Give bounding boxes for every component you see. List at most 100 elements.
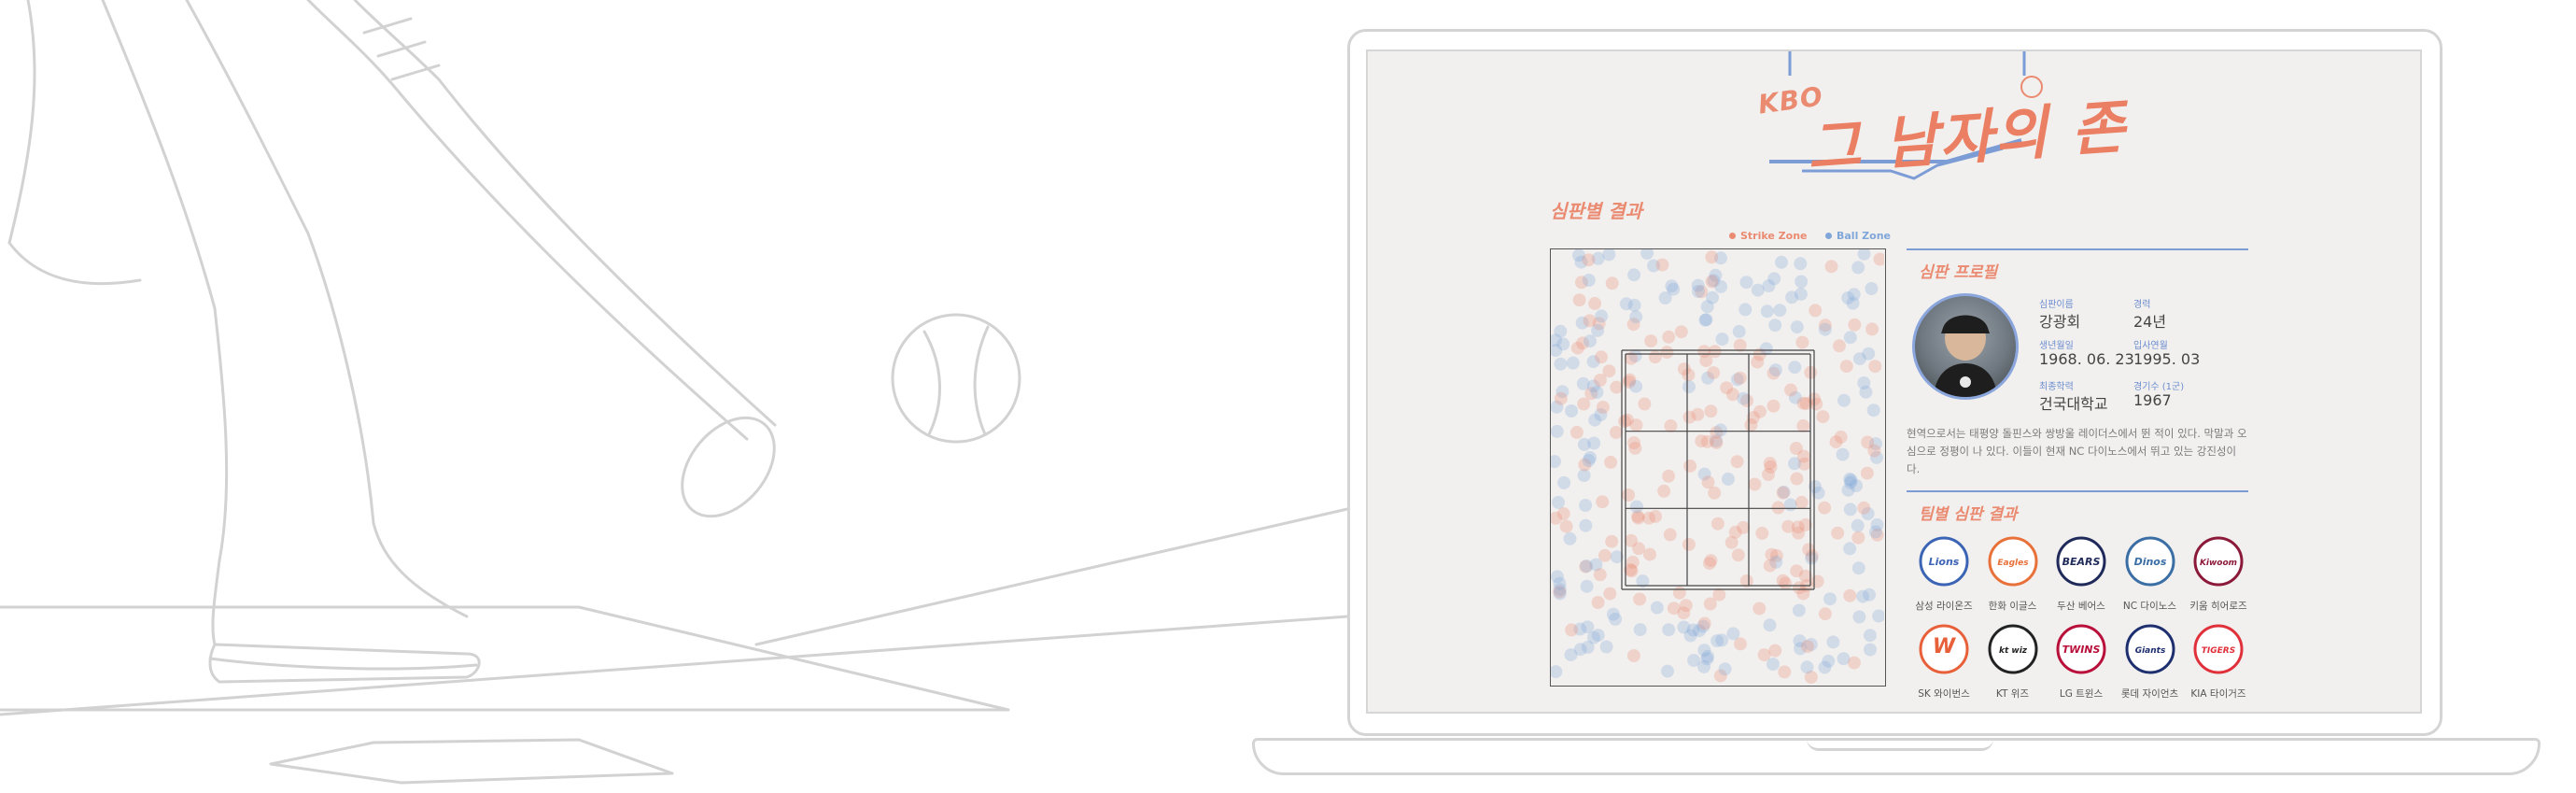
- bat-grip: [362, 17, 441, 81]
- ball-pitch-dot: [1841, 483, 1855, 497]
- team-item[interactable]: TWINS LG 트윈스: [2048, 623, 2115, 701]
- strike-pitch-dot: [1604, 455, 1618, 469]
- ball-pitch-dot: [1846, 296, 1860, 310]
- ball-pitch-dot: [1700, 300, 1714, 314]
- team-logo-text: Dinos: [2133, 556, 2166, 568]
- ball-pitch-dot: [1586, 355, 1600, 369]
- strike-pitch-dot: [1627, 436, 1641, 449]
- shoe-sole: [208, 657, 478, 671]
- ball-pitch-dot: [1572, 248, 1585, 262]
- teams-rule: [1907, 490, 2248, 492]
- team-item[interactable]: W SK 와이번스: [1910, 623, 1978, 701]
- team-logo-icon: TWINS: [2056, 624, 2106, 674]
- team-item[interactable]: Eagles 한화 이글스: [1979, 535, 2047, 613]
- team-logo-icon: kt wiz: [1988, 624, 2037, 674]
- strike-pitch-dot: [1737, 520, 1751, 534]
- strike-pitch-dot: [1605, 534, 1619, 548]
- team-item[interactable]: TIGERS KIA 타이거즈: [2185, 623, 2252, 701]
- strike-pitch-dot: [1818, 501, 1832, 515]
- strike-pitch-dot: [1625, 533, 1638, 547]
- strike-pitch-dot: [1577, 397, 1591, 411]
- strike-pitch-dot: [1776, 574, 1790, 588]
- team-item[interactable]: BEARS 두산 베어스: [2048, 535, 2115, 613]
- strike-pitch-dot: [1791, 520, 1805, 534]
- strike-pitch-dot: [1848, 318, 1862, 332]
- ball-pitch-dot: [1763, 618, 1777, 632]
- strike-pitch-dot: [1631, 509, 1645, 523]
- ground-line: [754, 507, 1349, 646]
- strike-pitch-dot: [1660, 346, 1674, 360]
- ball-pitch-dot: [1709, 268, 1723, 282]
- ball-pitch-dot: [1575, 316, 1589, 330]
- team-item[interactable]: kt wiz KT 위즈: [1979, 623, 2047, 701]
- profile-label-games: 경기수 (1군): [2133, 382, 2185, 392]
- strike-pitch-dot: [1795, 335, 1809, 349]
- ball-pitch-dot: [1554, 324, 1568, 338]
- ball-pitch-dot: [1549, 344, 1563, 358]
- ball-pitch-dot: [1843, 331, 1857, 345]
- strike-pitch-dot: [1861, 435, 1875, 449]
- legend-strike-zone: Strike Zone: [1729, 230, 1808, 242]
- ball-pitch-dot: [1696, 619, 1710, 633]
- strike-zone-grid: [1621, 349, 1815, 590]
- ball-pitch-dot: [1697, 644, 1711, 658]
- strike-pitch-dot: [1626, 555, 1640, 569]
- ball-pitch-dot: [1682, 380, 1696, 394]
- strike-pitch-dot: [1873, 252, 1887, 266]
- strike-pitch-dot: [1763, 559, 1777, 573]
- ball-pitch-dot: [1762, 279, 1776, 293]
- strike-pitch-dot: [1593, 374, 1607, 387]
- strike-pitch-dot: [1655, 258, 1669, 272]
- legend-ball-zone: Ball Zone: [1825, 230, 1891, 242]
- strike-pitch-dot: [1870, 528, 1884, 542]
- team-item[interactable]: Lions 삼성 라이온즈: [1910, 535, 1978, 613]
- strike-pitch-dot: [1831, 526, 1845, 540]
- team-logo-icon: TIGERS: [2193, 624, 2244, 674]
- team-logo-text: TIGERS: [2202, 646, 2235, 656]
- strike-pitch-dot: [1751, 355, 1765, 369]
- ball-pitch-dot: [1707, 274, 1721, 288]
- strike-pitch-dot: [1769, 548, 1783, 562]
- profile-value-join: 1995. 03: [2133, 350, 2201, 368]
- baseball-illustration: [891, 313, 1021, 444]
- strike-pitch-dot: [1843, 588, 1857, 602]
- strike-pitch-dot: [1691, 407, 1705, 421]
- team-item[interactable]: Kiwoom 키움 히어로즈: [2185, 535, 2252, 613]
- ball-pitch-dot: [1686, 623, 1700, 637]
- strike-pitch-dot: [1695, 285, 1709, 299]
- strike-pitch-dot: [1796, 587, 1810, 601]
- team-item[interactable]: Giants 롯데 자이언츠: [2117, 623, 2184, 701]
- ball-pitch-dot: [1843, 542, 1857, 556]
- ball-pitch-dot: [1658, 291, 1672, 304]
- strike-pitch-dot: [1593, 568, 1607, 582]
- ball-pitch-dot: [1738, 303, 1753, 317]
- ball-pitch-dot: [1792, 603, 1806, 617]
- strike-pitch-dot: [1867, 444, 1881, 458]
- strike-pitch-dot: [1733, 371, 1747, 385]
- ball-pitch-dot: [1602, 248, 1616, 262]
- strike-pitch-dot: [1559, 519, 1573, 533]
- ball-pitch-dot: [1710, 634, 1724, 648]
- team-item[interactable]: Dinos NC 다이노스: [2117, 535, 2184, 613]
- ball-pitch-dot: [1866, 404, 1880, 418]
- ball-pitch-dot: [1788, 361, 1802, 375]
- strike-pitch-dot: [1839, 360, 1853, 374]
- strike-pitch-dot: [1707, 366, 1721, 380]
- ball-dot-icon: [1825, 233, 1832, 239]
- strike-pitch-dot: [1710, 517, 1724, 531]
- profile-title: 심판 프로필: [1919, 263, 1998, 282]
- ball-pitch-dot: [1581, 640, 1595, 654]
- ball-pitch-dot: [1783, 498, 1797, 512]
- pitch-plot: [1548, 247, 1887, 687]
- ball-pitch-dot: [1580, 559, 1594, 574]
- strike-pitch-dot: [1739, 574, 1753, 588]
- ball-pitch-dot: [1573, 643, 1587, 657]
- ball-pitch-dot: [1863, 629, 1877, 643]
- ball-pitch-dot: [1843, 472, 1857, 486]
- ball-pitch-dot: [1687, 654, 1701, 667]
- strike-pitch-dot: [1781, 519, 1795, 533]
- strike-pitch-dot: [1712, 588, 1726, 602]
- ball-pitch-dot: [1699, 313, 1713, 327]
- strike-pitch-dot: [1556, 507, 1570, 520]
- strike-pitch-dot: [1605, 276, 1619, 290]
